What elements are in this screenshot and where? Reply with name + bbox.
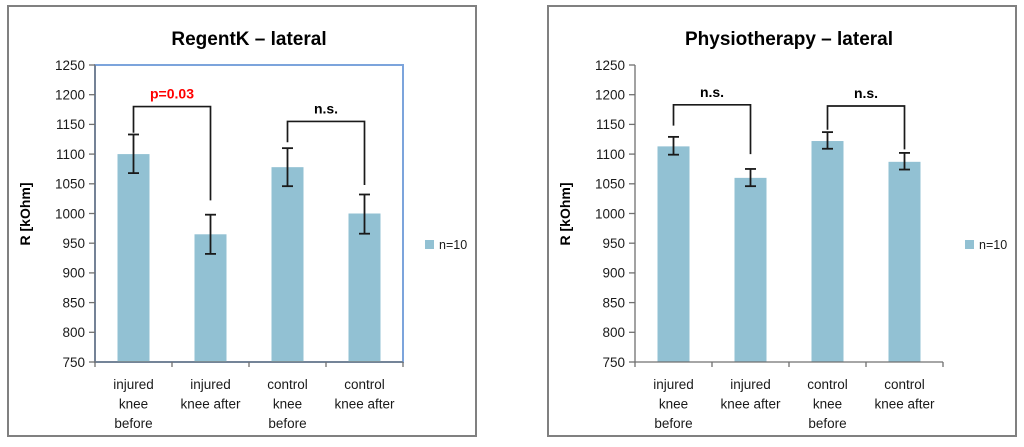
y-tick-label: 950 (62, 236, 85, 251)
bar-chart-physiotherapy: 750 800 850 900 950 1000 1050 1100 1150 1200 1250 i… (557, 29, 1007, 431)
category-label: knee after (180, 397, 241, 412)
category-label: control (344, 377, 385, 392)
category-label: injured (730, 377, 771, 392)
axes (629, 64, 944, 367)
chart-panel-regentk: 750 800 850 900 950 1000 1050 1100 1150 1200 1250 i… (7, 5, 477, 437)
category-label: before (268, 416, 306, 431)
significance-label: n.s. (314, 100, 338, 116)
significance-bracket (132, 105, 212, 201)
category-label: control (267, 377, 308, 392)
y-tick-label: 1250 (595, 58, 625, 73)
category-label: before (654, 416, 692, 431)
y-tick-label: 900 (62, 266, 85, 281)
significance-label: n.s. (700, 84, 724, 100)
category-label: knee (119, 397, 148, 412)
category-label: injured (190, 377, 231, 392)
bar-control-knee-before (271, 167, 304, 362)
error-bar (899, 152, 910, 171)
y-tick-label: 800 (602, 325, 625, 340)
error-bar (745, 168, 756, 188)
category-label: knee (813, 397, 842, 412)
significance-bracket (286, 120, 366, 185)
category-label: control (884, 377, 925, 392)
y-tick-label: 1000 (55, 206, 85, 221)
y-axis-title: R [kOhm] (17, 183, 33, 246)
significance-bracket (672, 103, 752, 155)
bar-control-knee-before (811, 141, 844, 362)
chart-panel-physiotherapy: 750 800 850 900 950 1000 1050 1100 1150 1200 1250 i… (547, 5, 1017, 437)
axes (89, 64, 404, 367)
category-label: knee (273, 397, 302, 412)
y-tick-label: 750 (602, 355, 625, 370)
category-label: control (807, 377, 848, 392)
y-tick-label: 1000 (595, 206, 625, 221)
error-bar (359, 193, 370, 235)
y-tick-label: 1150 (596, 117, 625, 132)
y-tick-label: 1100 (596, 147, 625, 162)
y-tick-label: 1100 (56, 147, 85, 162)
chart-title: Physiotherapy – lateral (685, 29, 893, 50)
error-bar (128, 133, 139, 175)
y-axis-title: R [kOhm] (557, 183, 573, 246)
significance-label: p=0.03 (150, 86, 194, 102)
bar-control-knee-after (348, 213, 381, 362)
chart-title: RegentK – lateral (171, 29, 326, 50)
significance-label: n.s. (854, 85, 878, 101)
y-tick-label: 950 (602, 236, 625, 251)
y-tick-label: 1150 (56, 117, 85, 132)
category-label: before (114, 416, 152, 431)
y-tick-label: 850 (62, 295, 85, 310)
y-tick-label: 1050 (595, 177, 625, 192)
y-tick-label: 900 (602, 266, 625, 281)
bar-control-knee-after (888, 161, 921, 362)
y-tick-label: 1200 (595, 88, 625, 103)
y-tick-label: 1050 (55, 177, 85, 192)
y-tick-label: 750 (62, 355, 85, 370)
category-label: before (808, 416, 846, 431)
bar-injured-knee-after (194, 234, 227, 362)
legend-swatch (425, 240, 434, 249)
error-bar (668, 135, 679, 156)
category-label: knee (659, 397, 688, 412)
legend-label: n=10 (439, 238, 467, 252)
y-tick-label: 1250 (55, 58, 85, 73)
significance-bracket (826, 105, 906, 150)
error-bar (822, 131, 833, 150)
bar-injured-knee-after (734, 177, 767, 362)
category-label: knee after (874, 397, 935, 412)
category-label: injured (113, 377, 154, 392)
bar-injured-knee-before (117, 154, 150, 362)
y-tick-label: 850 (602, 295, 625, 310)
error-bar (205, 213, 216, 255)
category-label: injured (653, 377, 694, 392)
y-tick-label: 800 (62, 325, 85, 340)
y-tick-label: 1200 (55, 88, 85, 103)
error-bar (282, 147, 293, 188)
bar-chart-regentk: 750 800 850 900 950 1000 1050 1100 1150 1200 1250 i… (17, 29, 467, 431)
legend-swatch (965, 240, 974, 249)
legend-label: n=10 (979, 238, 1007, 252)
bar-injured-knee-before (657, 146, 690, 362)
category-label: knee after (334, 397, 395, 412)
category-label: knee after (720, 397, 781, 412)
